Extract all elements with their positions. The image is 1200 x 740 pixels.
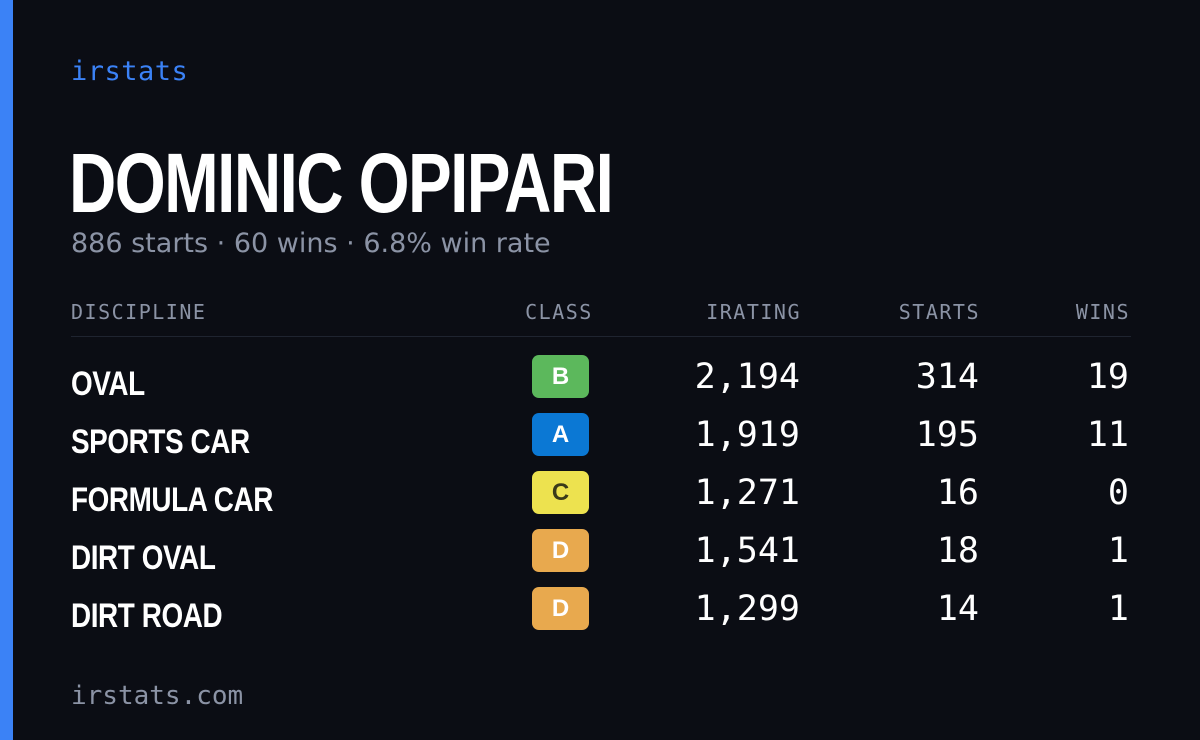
discipline-name: OVAL <box>71 365 145 403</box>
starts-value: 18 <box>936 531 979 571</box>
starts-value: 14 <box>936 589 979 629</box>
driver-name: DOMINIC OPIPARI <box>69 136 614 230</box>
irating-value: 1,299 <box>694 589 800 629</box>
discipline-name: DIRT ROAD <box>71 597 223 635</box>
class-badge: B <box>532 355 589 398</box>
wins-value: 11 <box>1086 415 1129 455</box>
class-badge: D <box>532 587 589 630</box>
wins-value: 19 <box>1086 357 1129 397</box>
summary-separator: · <box>346 228 355 259</box>
header-discipline: DISCIPLINE <box>71 300 207 324</box>
class-badge: C <box>532 471 589 514</box>
table-row: DIRT OVAL D 1,541 18 1 <box>71 527 1131 585</box>
starts-value: 16 <box>936 473 979 513</box>
irating-value: 1,541 <box>694 531 800 571</box>
wins-value: 1 <box>1107 589 1129 629</box>
irating-value: 1,919 <box>694 415 800 455</box>
header-wins: WINS <box>1075 300 1130 324</box>
table-body: OVAL B 2,194 314 19 SPORTS CAR A 1,919 1… <box>71 337 1131 643</box>
starts-value: 195 <box>915 415 979 455</box>
class-badge: D <box>532 529 589 572</box>
summary-separator: · <box>216 228 226 259</box>
table-header: DISCIPLINE CLASS IRATING STARTS WINS <box>71 296 1131 337</box>
wins-value: 1 <box>1107 531 1129 571</box>
header-starts: STARTS <box>898 300 980 324</box>
starts-summary: 886 starts <box>71 228 209 259</box>
license-table: DISCIPLINE CLASS IRATING STARTS WINS OVA… <box>71 296 1131 643</box>
header-class: CLASS <box>525 300 593 324</box>
driver-summary: 886 starts · 60 wins · 6.8% win rate <box>71 228 551 259</box>
wins-value: 0 <box>1107 473 1129 513</box>
irating-value: 1,271 <box>694 473 800 513</box>
footer-url[interactable]: irstats.com <box>71 681 244 711</box>
irating-value: 2,194 <box>694 357 800 397</box>
accent-bar <box>0 0 13 740</box>
table-row: FORMULA CAR C 1,271 16 0 <box>71 469 1131 527</box>
table-row: OVAL B 2,194 314 19 <box>71 353 1131 411</box>
starts-value: 314 <box>915 357 979 397</box>
table-row: SPORTS CAR A 1,919 195 11 <box>71 411 1131 469</box>
discipline-name: FORMULA CAR <box>71 481 273 519</box>
discipline-name: SPORTS CAR <box>71 423 250 461</box>
win-rate-summary: 6.8% win rate <box>363 228 551 259</box>
wins-summary: 60 wins <box>233 228 338 259</box>
class-badge: A <box>532 413 589 456</box>
discipline-name: DIRT OVAL <box>71 539 216 577</box>
brand-logo: irstats <box>71 56 189 87</box>
table-row: DIRT ROAD D 1,299 14 1 <box>71 585 1131 643</box>
header-irating: IRATING <box>706 300 801 324</box>
